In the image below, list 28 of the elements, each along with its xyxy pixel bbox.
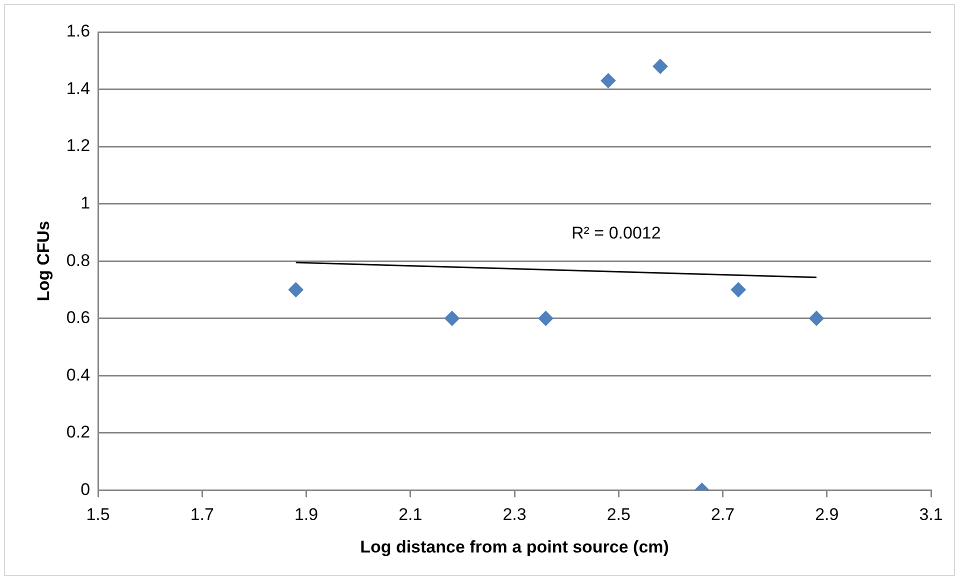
point: [444, 310, 460, 326]
y-tick-label: 0.8: [66, 250, 90, 270]
y-tick-label: 0.2: [66, 422, 90, 442]
point: [538, 310, 554, 326]
point: [600, 73, 616, 88]
y-tick-label: 1.2: [66, 136, 90, 156]
x-tick-label: 3.1: [919, 505, 943, 524]
point: [652, 58, 668, 74]
x-tick-label: 2.3: [502, 505, 526, 524]
annotation: R² = 0.0012: [572, 224, 661, 243]
x-axis-title: Log distance from a point source (cm): [360, 537, 669, 556]
x-tick-label: 1.5: [86, 505, 110, 524]
x-tick-label: 2.5: [606, 505, 630, 524]
y-tick-label: 1.4: [66, 78, 90, 98]
x-tick-label: 2.9: [815, 505, 839, 524]
x-tick-label: 2.7: [710, 505, 735, 524]
y-tick-label: 0.4: [66, 365, 90, 384]
x-tick-label: 1.9: [294, 505, 318, 524]
point: [288, 282, 304, 298]
y-tick-label: 0: [80, 480, 90, 499]
x-tick-label: 2.1: [398, 505, 422, 524]
point: [730, 282, 746, 298]
x-tick-label: 1.7: [190, 505, 214, 524]
y-tick-label: 1: [80, 194, 90, 213]
point: [808, 310, 824, 326]
y-tick-label: 0.6: [66, 308, 90, 328]
y-axis-title: Log CFUs: [34, 220, 53, 302]
y-tick-label: 1.6: [66, 22, 90, 41]
